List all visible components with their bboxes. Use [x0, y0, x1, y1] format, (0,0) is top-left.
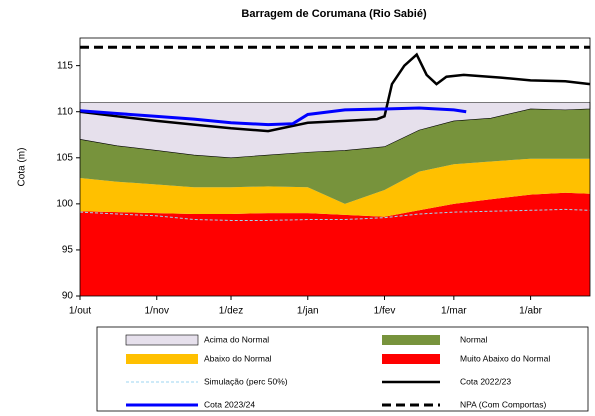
area [80, 158, 590, 217]
legend-swatch [382, 354, 440, 364]
legend-label: Muito Abaixo do Normal [460, 353, 550, 363]
legend-label: Simulação (perc 50%) [204, 376, 288, 386]
legend-label: Cota 2023/24 [204, 399, 255, 409]
legend-box [96, 326, 589, 412]
y-tick-label: 115 [57, 60, 73, 71]
y-tick-label: 100 [56, 198, 73, 209]
legend-label: Normal [460, 334, 488, 344]
x-tick-label: 1/mar [441, 306, 467, 317]
y-axis-label: Cota (m) [17, 148, 28, 187]
x-tick-label: 1/jan [297, 306, 319, 317]
y-tick-label: 90 [62, 291, 74, 302]
x-tick-label: 1/fev [374, 306, 396, 317]
y-tick-label: 105 [56, 152, 73, 163]
x-tick-label: 1/out [69, 306, 91, 317]
line [79, 208, 591, 221]
x-tick-label: 1/dez [219, 306, 243, 317]
y-tick-label: 110 [57, 106, 73, 117]
chart-title: Barragem de Corumana (Rio Sabié) [241, 8, 427, 20]
line [79, 106, 467, 127]
plot-frame [79, 37, 591, 297]
legend-label: Abaixo do Normal [204, 353, 272, 363]
area [80, 108, 590, 204]
legend-swatch [126, 354, 198, 364]
legend-label: Acima do Normal [204, 334, 269, 344]
x-tick-label: 1/abr [519, 306, 542, 317]
x-tick-label: 1/nov [145, 306, 169, 317]
area [80, 192, 590, 296]
legend-swatch [382, 335, 440, 345]
line [79, 52, 591, 133]
legend-label: Cota 2022/23 [460, 376, 511, 386]
legend-label: NPA (Com Comportas) [460, 399, 546, 409]
y-tick-label: 95 [62, 245, 74, 256]
legend-swatch [125, 334, 199, 346]
